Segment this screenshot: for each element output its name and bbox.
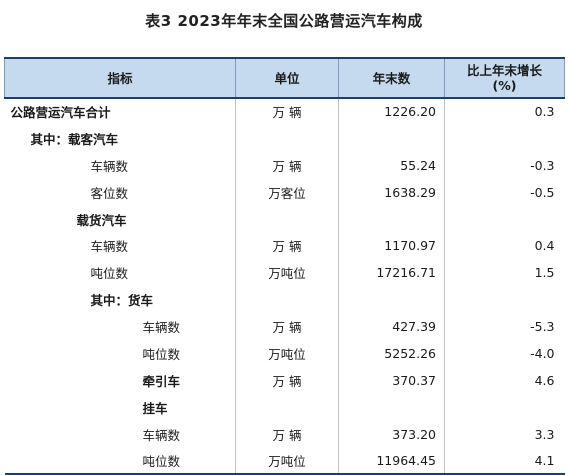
- row-growth: [444, 205, 565, 233]
- row-label: 其中：货车: [4, 286, 236, 314]
- header-row: 指标 单位 年末数 比上年末增长 (%): [4, 57, 565, 99]
- row-growth: -0.3: [444, 151, 565, 179]
- row-unit: [235, 393, 339, 421]
- table-row: 吨位数 万吨位 11964.45 4.1: [4, 447, 565, 475]
- row-unit: 万吨位: [235, 447, 339, 475]
- row-value: [338, 124, 445, 152]
- row-growth: 1.5: [444, 259, 565, 287]
- table-row: 车辆数 万 辆 373.20 3.3: [4, 420, 565, 448]
- row-growth: [444, 286, 565, 314]
- table-row: 其中：货车: [4, 286, 565, 314]
- row-unit: 万 辆: [235, 366, 339, 394]
- row-unit: [235, 124, 339, 152]
- row-growth: 3.3: [444, 420, 565, 448]
- row-growth: -0.5: [444, 178, 565, 206]
- row-unit: 万吨位: [235, 259, 339, 287]
- row-growth: -5.3: [444, 313, 565, 341]
- header-growth-line1: 比上年末增长: [466, 63, 542, 78]
- row-growth: -4.0: [444, 340, 565, 367]
- table-row: 吨位数 万吨位 5252.26 -4.0: [4, 340, 565, 367]
- table-row: 牵引车 万 辆 370.37 4.6: [4, 366, 565, 394]
- row-unit: 万 辆: [235, 151, 339, 179]
- header-growth-line2: (%): [492, 78, 517, 93]
- row-value: 17216.71: [338, 259, 445, 287]
- table-row: 车辆数 万 辆 1170.97 0.4: [4, 232, 565, 260]
- row-label: 其中：载客汽车: [4, 124, 236, 152]
- row-growth: [444, 124, 565, 152]
- row-growth: 0.4: [444, 232, 565, 260]
- row-value: 427.39: [338, 313, 445, 341]
- vehicle-composition-table: 指标 单位 年末数 比上年末增长 (%) 公路营运汽车合计 万 辆 1226.2…: [4, 57, 565, 475]
- row-label: 挂车: [4, 393, 236, 421]
- table-row: 车辆数 万 辆 55.24 -0.3: [4, 151, 565, 179]
- row-label: 载货汽车: [4, 205, 236, 233]
- row-unit: 万 辆: [235, 232, 339, 260]
- row-value: 370.37: [338, 366, 445, 394]
- row-value: 5252.26: [338, 340, 445, 367]
- row-value: 1170.97: [338, 232, 445, 260]
- header-indicator: 指标: [4, 57, 236, 99]
- header-year-end: 年末数: [338, 57, 445, 99]
- row-value: 1226.20: [338, 98, 445, 125]
- row-unit: 万 辆: [235, 313, 339, 341]
- row-unit: [235, 205, 339, 233]
- row-growth: [444, 393, 565, 421]
- row-label: 吨位数: [4, 340, 236, 367]
- table-row: 公路营运汽车合计 万 辆 1226.20 0.3: [4, 98, 565, 125]
- row-label: 牵引车: [4, 366, 236, 394]
- row-unit: [235, 286, 339, 314]
- row-value: 55.24: [338, 151, 445, 179]
- row-label: 公路营运汽车合计: [4, 98, 236, 125]
- row-growth: 0.3: [444, 98, 565, 125]
- table-row: 载货汽车: [4, 205, 565, 233]
- row-label: 客位数: [4, 178, 236, 206]
- row-growth: 4.6: [444, 366, 565, 394]
- row-value: 1638.29: [338, 178, 445, 206]
- table-row: 吨位数 万吨位 17216.71 1.5: [4, 259, 565, 287]
- row-label: 吨位数: [4, 259, 236, 287]
- row-unit: 万吨位: [235, 340, 339, 367]
- table-row: 挂车: [4, 393, 565, 421]
- table-title: 表3 2023年年末全国公路营运汽车构成: [145, 12, 423, 30]
- row-label: 车辆数: [4, 232, 236, 260]
- row-growth: 4.1: [444, 447, 565, 475]
- row-label: 车辆数: [4, 313, 236, 341]
- row-unit: 万客位: [235, 178, 339, 206]
- row-value: 373.20: [338, 420, 445, 448]
- header-unit: 单位: [235, 57, 339, 99]
- table-row: 其中：载客汽车: [4, 124, 565, 152]
- header-growth: 比上年末增长 (%): [444, 57, 565, 99]
- row-unit: 万 辆: [235, 420, 339, 448]
- row-unit: 万 辆: [235, 98, 339, 125]
- table-row: 车辆数 万 辆 427.39 -5.3: [4, 313, 565, 341]
- row-label: 吨位数: [4, 447, 236, 475]
- table-row: 客位数 万客位 1638.29 -0.5: [4, 178, 565, 206]
- row-value: [338, 393, 445, 421]
- row-value: 11964.45: [338, 447, 445, 475]
- row-label: 车辆数: [4, 420, 236, 448]
- row-value: [338, 205, 445, 233]
- row-label: 车辆数: [4, 151, 236, 179]
- row-value: [338, 286, 445, 314]
